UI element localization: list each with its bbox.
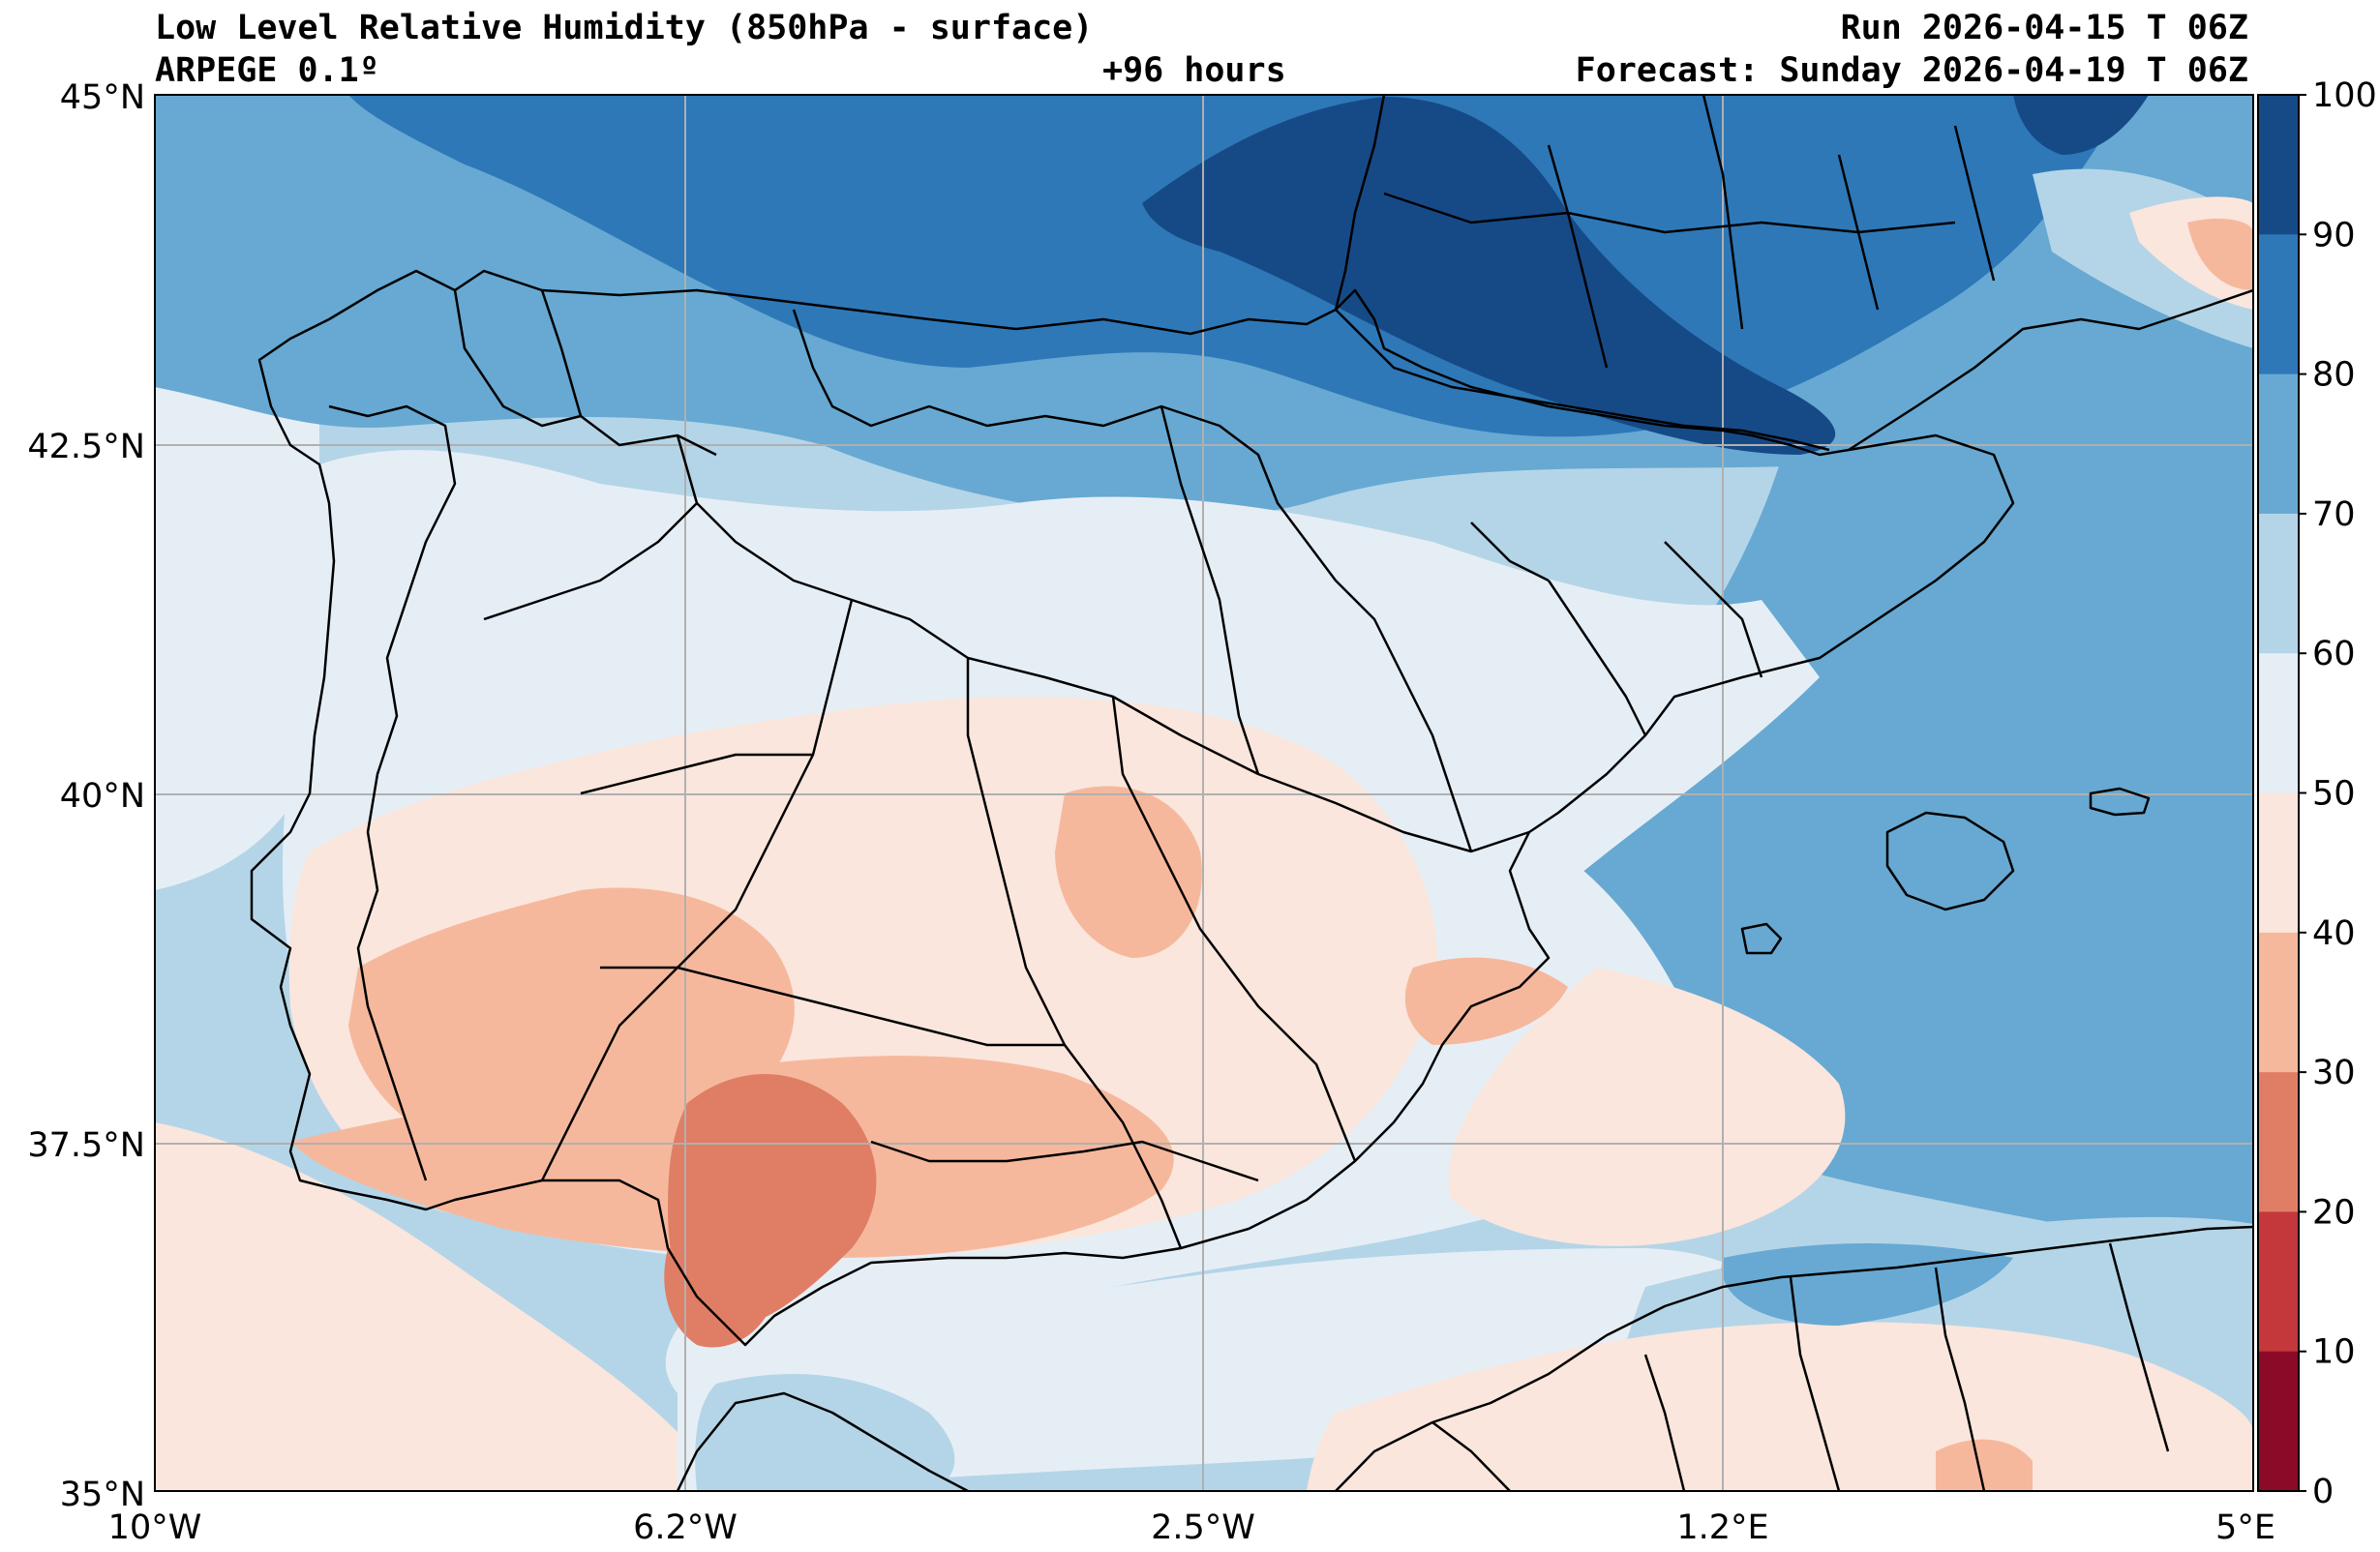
colorbar-tick-label: 40 xyxy=(2312,914,2356,953)
humidity-region-andalusia-20-30-south xyxy=(664,1245,774,1348)
humidity-region-east-30-40 xyxy=(1055,786,1202,958)
colorbar-tick-label: 70 xyxy=(2312,495,2356,534)
gulf-of-lion-coastline xyxy=(1848,288,2253,452)
colorbar-tick-label: 30 xyxy=(2312,1054,2356,1092)
humidity-region-rif-60-70 xyxy=(695,1374,955,1491)
colorbar-tick-label: 10 xyxy=(2312,1333,2356,1372)
humidity-region-atlantic-south xyxy=(155,1122,697,1491)
coastlines-borders xyxy=(250,95,2253,1491)
africa-borders xyxy=(1431,1242,2170,1491)
colorbar-tick-label: 0 xyxy=(2312,1473,2334,1511)
colorbar-segment xyxy=(2258,373,2299,515)
latitude-ticks: 45°N 42.5°N 40°N 37.5°N 35°N xyxy=(27,78,145,1514)
colorbar-tick-label: 100 xyxy=(2312,76,2377,115)
lat-tick-40: 40°N xyxy=(60,777,145,816)
map-frame xyxy=(154,94,2254,1492)
colorbar-segment xyxy=(2258,932,2299,1073)
gridlines xyxy=(155,95,2253,1491)
region-borders xyxy=(453,289,1763,1249)
portugal-border xyxy=(328,404,457,1181)
lon-tick-10w: 10°W xyxy=(108,1508,202,1547)
colorbar-tick-label: 50 xyxy=(2312,775,2356,814)
pyrenees-border xyxy=(1335,309,1830,452)
colorbar-tick-label: 20 xyxy=(2312,1193,2356,1232)
colorbar-segment xyxy=(2258,653,2299,793)
humidity-region-africa-30-40 xyxy=(1936,1439,2033,1491)
colorbar-segment xyxy=(2258,234,2299,375)
humidity-region-alps-90-100 xyxy=(2013,95,2149,155)
model-label: ARPEGE 0.1º xyxy=(155,51,379,90)
lon-tick-6-2w: 6.2°W xyxy=(633,1508,738,1547)
colorbar-segment xyxy=(2258,95,2299,235)
colorbar-segment xyxy=(2258,1072,2299,1212)
colorbar-tick-label: 90 xyxy=(2312,216,2356,254)
menorca-coastline xyxy=(2089,787,2151,817)
lon-tick-2-5w: 2.5°W xyxy=(1151,1508,1255,1547)
lat-tick-45: 45°N xyxy=(60,78,145,117)
lat-tick-42-5: 42.5°N xyxy=(27,428,145,466)
lon-tick-1-2e: 1.2°E xyxy=(1676,1508,1768,1547)
forecast-label: Forecast: Sunday 2026-04-19 T 06Z xyxy=(1575,51,2248,90)
mallorca-coastline xyxy=(1885,811,2015,911)
lat-tick-37-5: 37.5°N xyxy=(27,1126,145,1165)
longitude-ticks: 10°W 6.2°W 2.5°W 1.2°E 5°E xyxy=(108,1508,2275,1547)
france-region-borders xyxy=(1383,95,1996,369)
humidity-region-north-90-100 xyxy=(1142,97,1836,455)
colorbar-segment xyxy=(2258,1351,2299,1492)
colorbar-tick-label: 60 xyxy=(2312,635,2356,673)
run-label: Run 2026-04-15 T 06Z xyxy=(1840,9,2248,47)
colorbar-segment xyxy=(2258,792,2299,934)
lat-tick-35: 35°N xyxy=(60,1476,145,1514)
ibiza-coastline xyxy=(1740,922,1783,955)
france-coastline xyxy=(1334,95,1386,311)
humidity-region-balearic-40-50 xyxy=(1448,968,1846,1246)
africa-coastline xyxy=(676,1225,2253,1491)
map-title: Low Level Relative Humidity (850hPa - su… xyxy=(155,9,1094,47)
humidity-region-gulf-30-40 xyxy=(2187,218,2253,290)
lon-tick-5e: 5°E xyxy=(2215,1508,2275,1547)
colorbar-tick-label: 80 xyxy=(2312,356,2356,395)
colorbar-segment xyxy=(2258,513,2299,654)
map-plot-area xyxy=(155,95,2253,1491)
lead-time-label: +96 hours xyxy=(1102,51,1286,90)
iberia-coastline xyxy=(250,269,2015,1347)
colorbar-segment xyxy=(2258,1211,2299,1353)
